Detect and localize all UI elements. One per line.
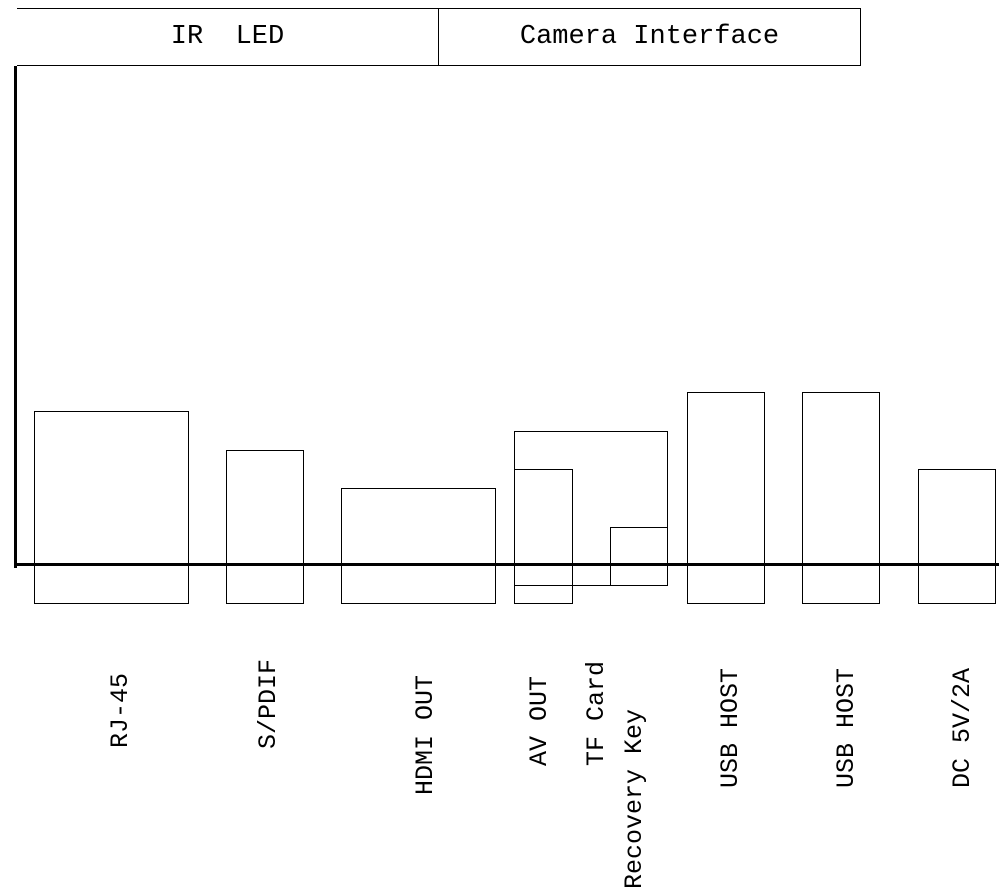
usb-host-port-1 (687, 392, 765, 604)
av-out-port (514, 469, 573, 604)
spdif-port (226, 450, 304, 604)
camera-interface-box: Camera Interface (438, 8, 861, 66)
tf-card-label: TF Card (582, 660, 611, 766)
camera-interface-label: Camera Interface (519, 22, 780, 52)
rj45-port (34, 411, 189, 604)
spdif-label: S/PDIF (254, 658, 283, 749)
rj45-label: RJ-45 (106, 672, 135, 748)
av-out-label: AV OUT (525, 675, 554, 766)
usb-host-2-label: USB HOST (832, 667, 861, 788)
usb-host-1-label: USB HOST (716, 667, 745, 788)
hdmi-out-label: HDMI OUT (411, 674, 440, 795)
recovery-key-label: Recovery Key (620, 708, 649, 889)
board-edge-bottom (14, 563, 999, 566)
ir-led-label: IR LED (170, 22, 285, 52)
board-edge-left (14, 66, 17, 568)
ir-led-box: IR LED (17, 8, 439, 66)
usb-host-port-2 (802, 392, 880, 604)
hdmi-out-port (341, 488, 496, 604)
dc-power-jack (918, 469, 996, 604)
dc-power-label: DC 5V/2A (948, 667, 977, 788)
recovery-key-button (610, 527, 668, 586)
